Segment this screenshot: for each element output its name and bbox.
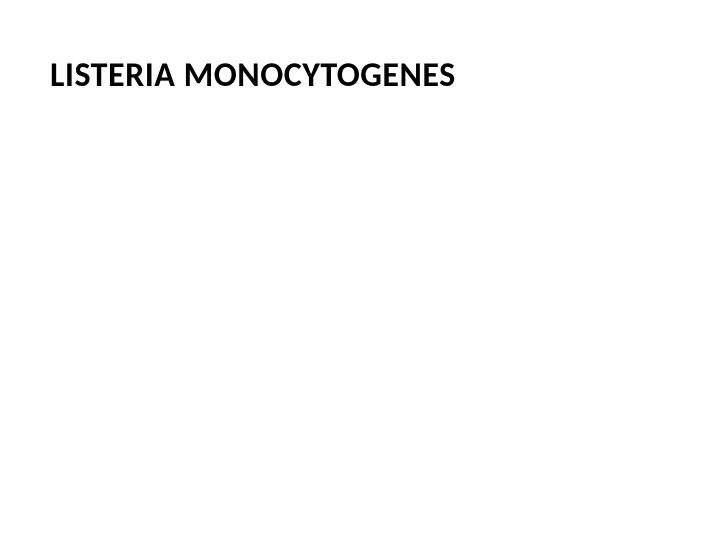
- slide-container: LISTERIA MONOCYTOGENES: [0, 0, 720, 540]
- slide-title: LISTERIA MONOCYTOGENES: [50, 55, 670, 96]
